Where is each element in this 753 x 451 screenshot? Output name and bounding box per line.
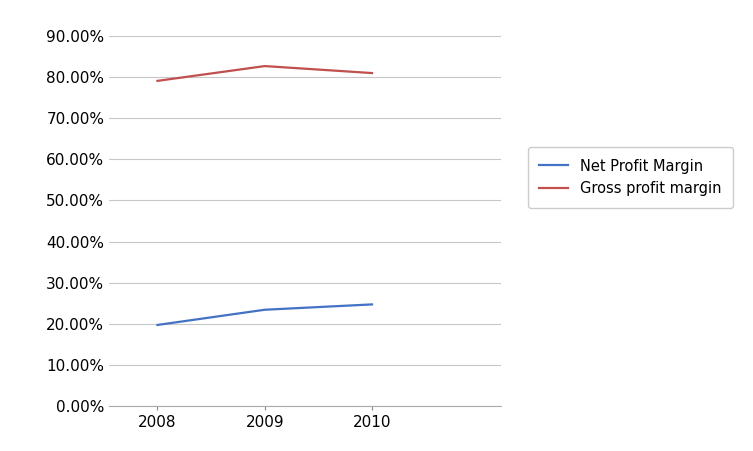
Gross profit margin: [153, 78, 162, 83]
Line: Net Profit Margin: Net Profit Margin: [157, 304, 372, 325]
Net Profit Margin: [367, 302, 376, 307]
Gross profit margin: [367, 70, 376, 76]
Legend: Net Profit Margin, Gross profit margin: Net Profit Margin, Gross profit margin: [528, 147, 733, 207]
Gross profit margin: [261, 64, 270, 69]
Line: Gross profit margin: Gross profit margin: [157, 66, 372, 81]
Net Profit Margin: [261, 307, 270, 313]
Net Profit Margin: [153, 322, 162, 328]
